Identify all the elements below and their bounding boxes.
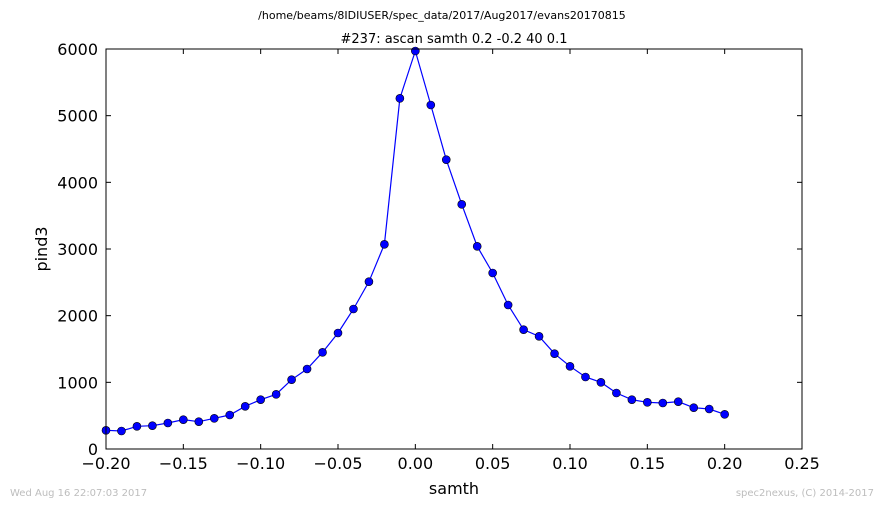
data-point [333,328,343,338]
data-point [426,100,436,110]
x-tick-label: 0.20 [707,454,743,473]
data-point [225,410,235,420]
data-point [565,362,575,371]
data-point [658,398,668,408]
x-tick-label: −0.05 [313,454,362,473]
data-point [179,415,188,424]
data-point [411,46,420,56]
data-point [287,375,296,384]
y-tick-label: 0 [88,440,98,459]
data-point [318,348,327,357]
x-tick-label: 0.10 [552,454,588,473]
data-point [349,304,358,314]
y-tick-label: 6000 [57,40,98,59]
data-point [472,242,482,251]
data-point [380,240,389,249]
series-layer [101,46,729,436]
data-point [550,349,559,358]
x-axis-label: samth [429,479,479,498]
data-point [148,421,157,430]
data-point [395,94,405,103]
data-point [643,398,652,407]
y-tick-label: 1000 [57,373,98,392]
data-point [117,426,126,436]
data-point [457,200,467,209]
plot-frame [105,48,803,450]
y-tick-label: 3000 [57,240,98,259]
data-point [194,417,204,426]
x-tick-label: 0.15 [630,454,666,473]
data-point [441,155,451,164]
data-point [627,395,637,404]
data-point [271,390,281,399]
data-point [534,332,544,341]
timestamp-footer: Wed Aug 16 22:07:03 2017 [10,488,148,499]
data-point [581,372,590,382]
series-line [105,48,725,432]
data-point [720,410,729,419]
data-point [209,414,219,423]
axes: −0.20 −0.15 −0.10 −0.05 0.00 0.05 0.10 0.15 0.20… [57,40,820,473]
data-point [132,422,142,431]
y-tick-label: 2000 [57,307,98,326]
y-tick-label: 5000 [57,107,98,126]
data-point [689,403,699,412]
data-point [256,395,265,404]
x-tick-label: 0.25 [784,454,820,473]
data-point [240,402,250,411]
data-point [302,364,312,374]
data-point [704,404,714,414]
x-tick-label: −0.15 [159,454,208,473]
data-point [364,277,374,286]
chart-title: #237: ascan samth 0.2 -0.2 40 0.1 [341,32,568,47]
x-tick-label: −0.10 [236,454,285,473]
x-tick-label: −0.20 [81,454,130,473]
data-point [488,268,497,278]
y-axis-label: pind3 [32,226,51,271]
data-point [612,388,621,398]
copyright-footer: spec2nexus, (C) 2014-2017 [735,488,874,499]
x-tick-label: 0.05 [475,454,511,473]
data-point [673,397,683,406]
data-point [503,300,513,310]
data-point [596,378,606,387]
x-tick-label: 0.00 [398,454,434,473]
data-point [163,418,173,428]
file-path-header: /home/beams/8IDIUSER/spec_data/2017/Aug2… [258,9,626,22]
y-tick-label: 4000 [57,173,98,192]
data-point [519,325,528,334]
